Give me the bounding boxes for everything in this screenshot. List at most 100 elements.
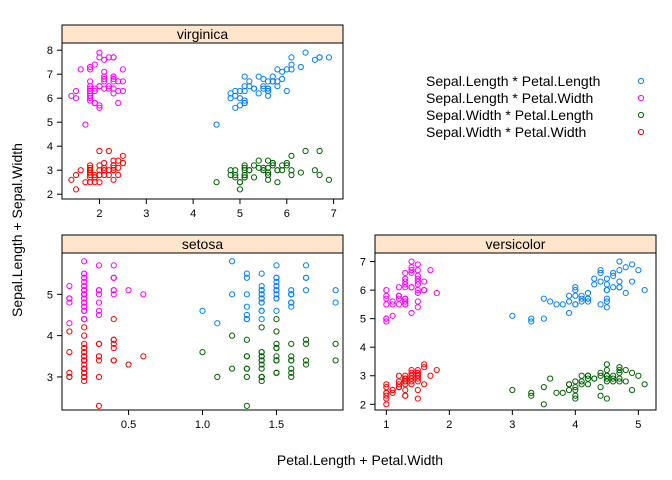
data-point bbox=[255, 90, 262, 97]
data-point bbox=[603, 378, 610, 385]
data-point bbox=[547, 298, 554, 305]
data-point bbox=[214, 320, 221, 327]
data-point bbox=[81, 365, 88, 372]
data-point bbox=[110, 157, 117, 164]
data-point bbox=[81, 258, 88, 265]
data-point bbox=[316, 54, 323, 61]
data-point bbox=[332, 340, 339, 347]
data-point bbox=[115, 78, 122, 85]
x-tick-label: 1.5 bbox=[269, 419, 284, 431]
data-point bbox=[273, 369, 280, 376]
plot-frame-virginica bbox=[61, 42, 344, 200]
data-point bbox=[584, 381, 592, 388]
data-point bbox=[383, 315, 390, 322]
data-point bbox=[105, 171, 112, 179]
data-point bbox=[641, 287, 648, 294]
panel-setosa: setosa 0.5 1.0 1.5 3 4 5 bbox=[47, 234, 344, 431]
data-point bbox=[96, 102, 103, 109]
data-point bbox=[81, 353, 88, 360]
data-point bbox=[603, 304, 610, 311]
data-point bbox=[591, 375, 598, 382]
data-point bbox=[119, 78, 126, 85]
y-tick-label: 2 bbox=[47, 189, 53, 201]
points-setosa bbox=[66, 258, 339, 409]
data-point bbox=[408, 309, 415, 317]
data-point bbox=[414, 369, 421, 376]
data-point bbox=[264, 78, 272, 85]
data-point bbox=[110, 75, 117, 83]
data-point bbox=[274, 78, 281, 85]
data-point bbox=[584, 298, 592, 305]
data-point bbox=[87, 167, 94, 174]
data-point bbox=[389, 298, 396, 305]
y-tick-label: 7 bbox=[47, 69, 53, 81]
y-tick-label: 3 bbox=[47, 165, 53, 177]
series-sepal-length-petal-width bbox=[66, 258, 147, 327]
data-point bbox=[414, 289, 421, 297]
data-point bbox=[603, 366, 610, 374]
data-point bbox=[260, 85, 267, 92]
legend-label: Sepal.Length * Petal.Width bbox=[426, 90, 593, 106]
x-tick-label: 4 bbox=[190, 208, 196, 220]
data-point bbox=[383, 384, 390, 391]
x-tick-label: 2 bbox=[446, 419, 452, 431]
data-point bbox=[273, 282, 280, 290]
data-point bbox=[402, 378, 409, 385]
data-point bbox=[603, 395, 610, 402]
y-tick-label: 4 bbox=[47, 331, 53, 343]
data-point bbox=[528, 389, 535, 396]
data-point bbox=[408, 372, 415, 379]
data-point bbox=[302, 274, 310, 281]
data-point bbox=[540, 315, 547, 322]
data-point bbox=[68, 176, 75, 183]
data-point bbox=[610, 272, 617, 279]
x-tick-label: 7 bbox=[331, 208, 337, 220]
data-point bbox=[528, 318, 535, 325]
ticks-setosa: 0.5 1.0 1.5 3 4 5 bbox=[47, 289, 284, 431]
data-point bbox=[110, 316, 117, 323]
data-point bbox=[243, 311, 250, 319]
data-point bbox=[402, 392, 409, 399]
data-point bbox=[95, 353, 103, 360]
legend-entry: Sepal.Width * Petal.Width bbox=[426, 124, 645, 140]
data-point bbox=[616, 284, 623, 291]
data-point bbox=[383, 295, 390, 302]
data-point bbox=[115, 171, 122, 179]
data-point bbox=[616, 375, 623, 382]
data-point bbox=[264, 157, 272, 164]
data-point bbox=[591, 275, 598, 282]
data-point bbox=[540, 401, 547, 408]
data-point bbox=[228, 258, 236, 265]
data-point bbox=[283, 159, 290, 167]
data-point bbox=[258, 287, 265, 294]
data-point bbox=[288, 167, 295, 174]
data-point bbox=[95, 262, 103, 269]
data-point bbox=[622, 378, 629, 385]
data-point bbox=[269, 162, 276, 169]
data-point bbox=[110, 262, 117, 269]
data-point bbox=[273, 278, 280, 286]
data-point bbox=[273, 287, 280, 294]
data-point bbox=[383, 401, 390, 408]
series-sepal-length-petal-length bbox=[213, 49, 333, 128]
data-point bbox=[241, 87, 248, 95]
data-point bbox=[87, 66, 94, 73]
data-point bbox=[241, 97, 248, 104]
data-point bbox=[414, 304, 421, 311]
data-point bbox=[389, 312, 396, 319]
data-point bbox=[101, 85, 108, 92]
legend-marker-icon bbox=[637, 94, 645, 102]
data-point bbox=[414, 261, 421, 268]
data-point bbox=[227, 167, 234, 174]
data-point bbox=[236, 186, 244, 193]
series-sepal-width-petal-width bbox=[66, 316, 147, 409]
series-sepal-length-petal-length bbox=[199, 258, 339, 327]
data-point bbox=[101, 75, 108, 83]
data-point bbox=[258, 299, 265, 306]
ticks-versicolor: 1 2 3 4 5 2 3 4 5 6 7 bbox=[360, 257, 642, 431]
points-virginica bbox=[68, 49, 333, 193]
data-point bbox=[597, 369, 604, 376]
data-point bbox=[91, 61, 98, 68]
data-point bbox=[91, 87, 98, 95]
legend: Sepal.Length * Petal.Length Sepal.Length… bbox=[426, 73, 645, 140]
